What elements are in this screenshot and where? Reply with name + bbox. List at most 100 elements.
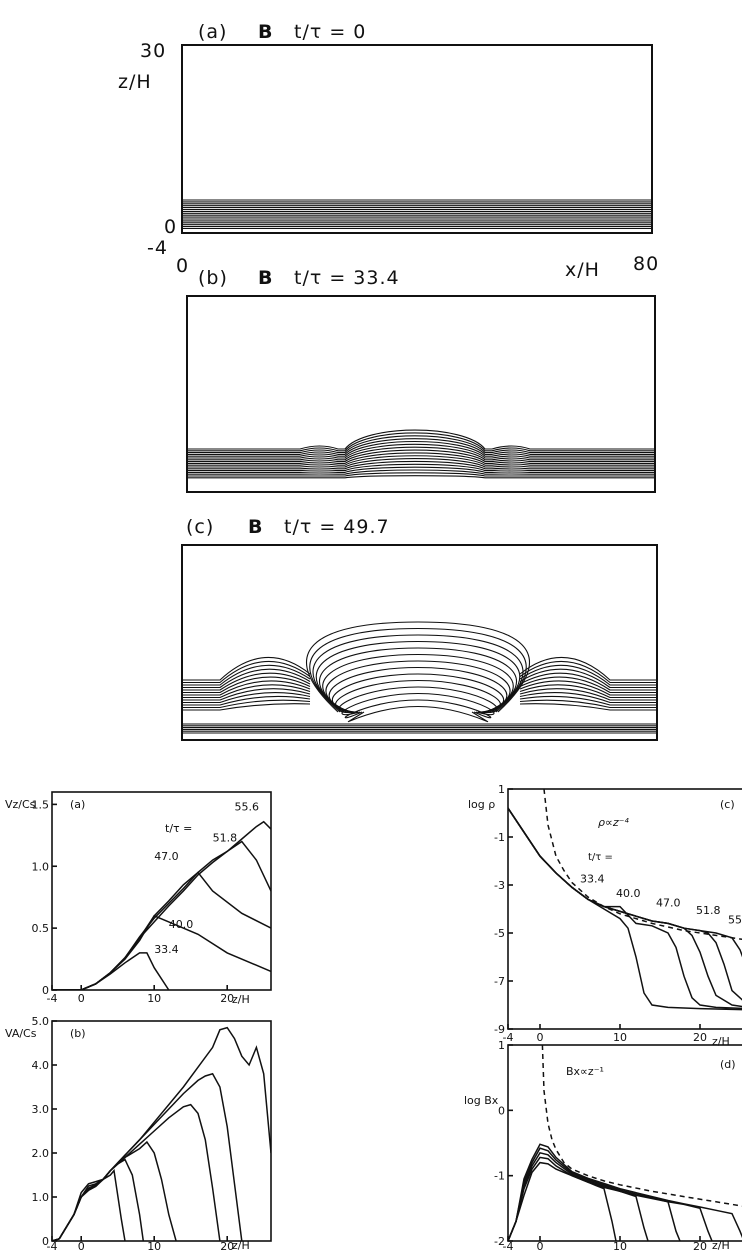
field-line <box>328 666 508 713</box>
field-line <box>188 449 654 463</box>
chart-a-time-label: t/τ = <box>165 822 192 835</box>
chart-a-frame <box>51 791 272 991</box>
chart-a-panel-label: (a) <box>70 798 85 811</box>
panel-a-label: (a) <box>198 21 227 43</box>
field-line <box>188 435 654 454</box>
y-tick-label: 1 <box>498 783 505 796</box>
x-tick-label: -4 <box>503 1031 514 1044</box>
field-line <box>331 673 505 713</box>
panel-b-var: B <box>258 267 273 289</box>
y-tick-label: 5.0 <box>32 1015 50 1028</box>
field-line <box>183 699 311 709</box>
field-line <box>188 446 654 461</box>
x-tick-label: 20 <box>220 1240 234 1252</box>
top-y-min: -4 <box>147 237 168 259</box>
panel-c-frame <box>181 544 658 741</box>
series-label: 51.8 <box>696 904 721 917</box>
x-tick-label: 20 <box>693 1031 707 1044</box>
top-y-zero: 0 <box>164 216 177 238</box>
chart-a-ylabel: Vz/Cs <box>5 798 36 811</box>
y-tick-label: 0 <box>42 984 49 997</box>
field-line <box>519 695 656 706</box>
y-tick-label: 1 <box>498 1039 505 1052</box>
x-tick-label: -4 <box>503 1240 514 1252</box>
chart-c-density: log ρ (c) z/H ρ∝z⁻⁴ t/τ = -4 0 10 20-9-7-5-… <box>468 783 742 1048</box>
series-line <box>52 1103 221 1241</box>
series-line <box>52 952 170 990</box>
y-tick-label: 0 <box>498 1104 505 1117</box>
series-label: 47.0 <box>656 897 681 910</box>
top-panel-a: (a) B t/τ = 0 30 z/H 0 -4 0 x/H 80 <box>118 21 658 281</box>
field-line <box>188 429 654 450</box>
chart-b-series <box>52 1026 271 1241</box>
field-line <box>519 684 656 699</box>
chart-d-xlabel: z/H <box>712 1239 730 1252</box>
chart-c-ylabel: log ρ <box>468 798 495 811</box>
field-line <box>519 668 656 689</box>
x-tick-label: 0 <box>78 1240 85 1252</box>
chart-a-xlabel: z/H <box>232 993 250 1006</box>
x-tick-label: 10 <box>147 1240 161 1252</box>
field-line <box>188 432 654 452</box>
top-y-max: 30 <box>140 40 166 62</box>
y-tick-label: 4.0 <box>32 1059 50 1072</box>
field-line <box>183 676 311 694</box>
field-line <box>183 664 311 686</box>
series-line <box>508 1161 617 1241</box>
field-line <box>341 692 495 716</box>
chart-b-panel-label: (b) <box>70 1027 86 1040</box>
chart-c-frame <box>507 788 742 1030</box>
panel-c-time: t/τ = 49.7 <box>284 516 390 538</box>
panel-b-time: t/τ = 33.4 <box>294 267 400 289</box>
series-line <box>508 1143 742 1241</box>
field-line <box>188 438 654 455</box>
x-tick-label: 0 <box>78 992 85 1005</box>
field-line <box>347 705 489 723</box>
y-tick-label: 0 <box>42 1235 49 1248</box>
field-line <box>183 703 311 711</box>
y-tick-label: 1.0 <box>32 1191 50 1204</box>
chart-d-bx: log Bx (d) z/H Bx∝z⁻¹ -4 0 10 20 -2 -1 0 1 <box>464 1039 742 1252</box>
field-line <box>188 441 654 457</box>
y-tick-label: -1 <box>494 831 505 844</box>
y-tick-label: 1.5 <box>32 798 50 811</box>
y-tick-label: -3 <box>494 879 505 892</box>
series-label: 55.6 <box>235 801 260 814</box>
y-tick-label: -7 <box>494 975 505 988</box>
series-label: 40.0 <box>169 918 194 931</box>
field-line <box>188 460 654 470</box>
field-line <box>519 664 656 686</box>
reference-line <box>543 789 742 941</box>
panel-b-field-lines <box>188 429 654 479</box>
chart-d-annotation: Bx∝z⁻¹ <box>566 1065 604 1078</box>
field-line <box>519 703 656 711</box>
y-tick-label: -9 <box>494 1023 505 1036</box>
field-line <box>519 672 656 691</box>
field-line <box>183 668 311 689</box>
y-tick-label: 2.0 <box>32 1147 50 1160</box>
top-panel-c: (c) B t/τ = 49.7 <box>181 516 658 741</box>
field-line <box>306 621 530 713</box>
field-line <box>183 656 311 681</box>
chart-d-ylabel: log Bx <box>464 1094 499 1107</box>
field-line <box>183 695 311 706</box>
series-line <box>508 1156 649 1241</box>
series-label: 55.6 <box>728 913 742 926</box>
field-line <box>322 653 514 713</box>
x-tick-label: 0 <box>537 1031 544 1044</box>
top-x-min: 0 <box>176 255 189 277</box>
top-y-label: z/H <box>118 71 152 93</box>
series-line <box>52 1168 126 1241</box>
field-line <box>519 680 656 696</box>
panel-c-field-lines <box>183 621 656 734</box>
field-line <box>344 699 492 719</box>
x-tick-label: 20 <box>220 992 234 1005</box>
top-panel-b: (b) B t/τ = 33.4 <box>186 267 656 493</box>
chart-d-frame <box>507 1044 742 1242</box>
chart-c-series <box>508 789 742 1011</box>
field-line <box>319 647 517 713</box>
